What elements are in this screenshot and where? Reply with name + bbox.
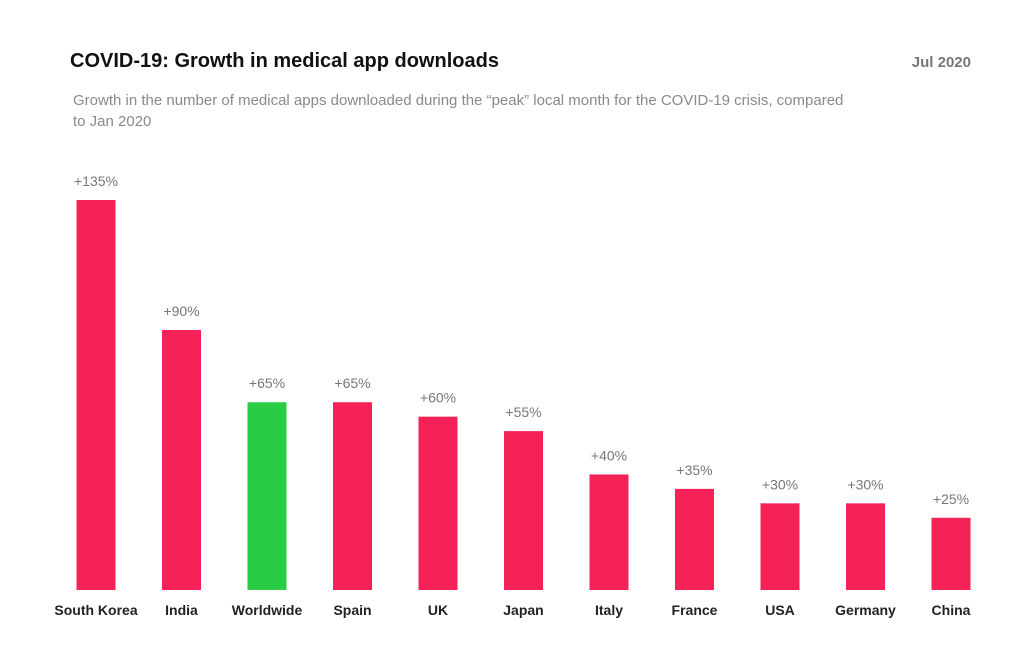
x-tick-label: Spain: [333, 602, 371, 618]
x-tick-label: India: [165, 602, 198, 618]
chart-date: Jul 2020: [911, 54, 971, 71]
data-label: +135%: [74, 173, 118, 189]
x-tick-label: UK: [428, 602, 448, 618]
bar-usa: [760, 503, 800, 590]
bar-japan: [504, 431, 543, 590]
bar-worldwide: [247, 402, 287, 590]
bar-france: [675, 488, 714, 590]
x-tick-label: Worldwide: [232, 602, 303, 618]
data-label: +65%: [249, 375, 285, 391]
bar-germany: [846, 503, 885, 590]
data-label: +65%: [334, 375, 370, 391]
x-tick-label: China: [932, 602, 971, 618]
data-label: +55%: [505, 404, 541, 420]
data-label: +30%: [762, 476, 798, 492]
x-tick-label: Italy: [595, 602, 623, 618]
bar-china: [931, 517, 971, 590]
bar-uk: [418, 416, 458, 590]
x-tick-label: South Korea: [54, 602, 137, 618]
x-tick-label: Germany: [835, 602, 896, 618]
data-label: +40%: [591, 447, 627, 463]
data-label: +90%: [163, 303, 199, 319]
bar-india: [162, 330, 201, 590]
bar-south-korea: [76, 200, 116, 590]
x-tick-label: USA: [765, 602, 795, 618]
data-label: +25%: [933, 491, 969, 507]
data-label: +60%: [420, 390, 456, 406]
bar-italy: [589, 474, 629, 590]
x-tick-label: Japan: [503, 602, 543, 618]
chart-subtitle: Growth in the number of medical apps dow…: [73, 92, 844, 130]
chart-title: COVID-19: Growth in medical app download…: [70, 50, 499, 72]
x-tick-label: France: [672, 602, 718, 618]
data-label: +35%: [676, 462, 712, 478]
bar-spain: [333, 402, 372, 590]
data-label: +30%: [847, 476, 883, 492]
